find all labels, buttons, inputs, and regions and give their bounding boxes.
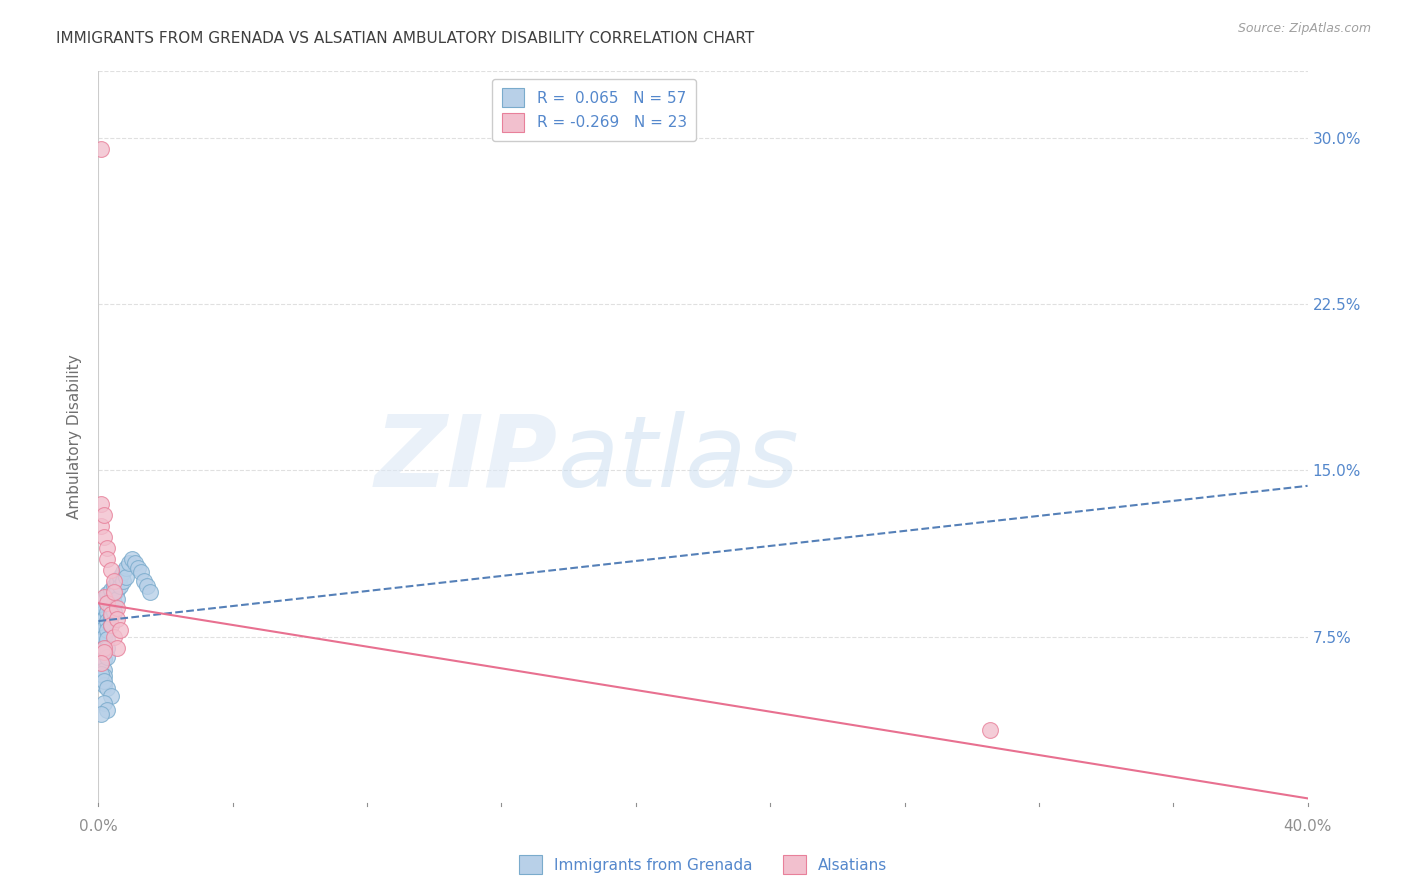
Point bbox=[93, 612, 115, 626]
Point bbox=[114, 570, 136, 584]
Point bbox=[96, 649, 118, 664]
Text: ZIP: ZIP bbox=[375, 410, 558, 508]
Text: 0.0%: 0.0% bbox=[79, 819, 118, 834]
Point bbox=[96, 587, 118, 601]
Point bbox=[103, 630, 125, 644]
Point bbox=[96, 703, 118, 717]
Point bbox=[90, 596, 112, 610]
Point bbox=[96, 541, 118, 555]
Point bbox=[90, 656, 112, 670]
Point bbox=[90, 634, 112, 648]
Point bbox=[96, 632, 118, 646]
Point bbox=[111, 566, 134, 580]
Point bbox=[100, 690, 122, 704]
Point bbox=[111, 574, 134, 589]
Point bbox=[90, 623, 112, 637]
Point bbox=[93, 651, 115, 665]
Point bbox=[103, 578, 125, 592]
Point bbox=[96, 614, 118, 628]
Point bbox=[93, 591, 115, 606]
Point bbox=[93, 508, 115, 522]
Point bbox=[105, 582, 128, 597]
Point bbox=[96, 552, 118, 566]
Point bbox=[90, 142, 112, 156]
Legend: Immigrants from Grenada, Alsatians: Immigrants from Grenada, Alsatians bbox=[513, 849, 893, 880]
Point bbox=[93, 696, 115, 710]
Point bbox=[93, 663, 115, 677]
Point bbox=[93, 640, 115, 655]
Point bbox=[93, 669, 115, 683]
Point bbox=[105, 591, 128, 606]
Point bbox=[100, 600, 122, 615]
Point bbox=[93, 590, 115, 604]
Point bbox=[103, 574, 125, 589]
Point bbox=[121, 552, 143, 566]
Point bbox=[100, 591, 122, 606]
Point bbox=[132, 574, 155, 589]
Point bbox=[90, 645, 112, 659]
Point bbox=[96, 596, 118, 610]
Point bbox=[93, 600, 115, 615]
Point bbox=[90, 656, 112, 670]
Point bbox=[93, 530, 115, 544]
Point bbox=[93, 630, 115, 644]
Y-axis label: Ambulatory Disability: Ambulatory Disability bbox=[66, 355, 82, 519]
Point bbox=[105, 600, 128, 615]
Point bbox=[100, 618, 122, 632]
Text: atlas: atlas bbox=[558, 410, 800, 508]
Point bbox=[90, 518, 112, 533]
Legend: R =  0.065   N = 57, R = -0.269   N = 23: R = 0.065 N = 57, R = -0.269 N = 23 bbox=[492, 79, 696, 141]
Point bbox=[114, 561, 136, 575]
Point bbox=[103, 596, 125, 610]
Point bbox=[105, 640, 128, 655]
Point bbox=[93, 640, 115, 655]
Point bbox=[90, 497, 112, 511]
Point bbox=[135, 578, 157, 592]
Point bbox=[90, 667, 112, 681]
Point bbox=[979, 723, 1001, 737]
Point bbox=[100, 607, 122, 622]
Point bbox=[105, 574, 128, 589]
Point bbox=[90, 607, 112, 622]
Point bbox=[96, 605, 118, 619]
Point bbox=[96, 596, 118, 610]
Point bbox=[96, 623, 118, 637]
Point bbox=[90, 707, 112, 722]
Point bbox=[103, 585, 125, 599]
Point bbox=[93, 621, 115, 635]
Point bbox=[108, 578, 131, 592]
Point bbox=[100, 582, 122, 597]
Point bbox=[124, 557, 146, 571]
Point bbox=[96, 681, 118, 695]
Point bbox=[127, 561, 149, 575]
Text: Source: ZipAtlas.com: Source: ZipAtlas.com bbox=[1237, 22, 1371, 36]
Point bbox=[93, 678, 115, 692]
Point bbox=[103, 587, 125, 601]
Point bbox=[139, 585, 162, 599]
Text: 40.0%: 40.0% bbox=[1284, 819, 1331, 834]
Point bbox=[129, 566, 152, 580]
Point bbox=[108, 623, 131, 637]
Point bbox=[118, 557, 141, 571]
Point bbox=[93, 673, 115, 688]
Point bbox=[100, 563, 122, 577]
Point bbox=[100, 609, 122, 624]
Point bbox=[105, 612, 128, 626]
Point bbox=[108, 570, 131, 584]
Point bbox=[96, 640, 118, 655]
Point bbox=[100, 618, 122, 632]
Point bbox=[93, 645, 115, 659]
Text: IMMIGRANTS FROM GRENADA VS ALSATIAN AMBULATORY DISABILITY CORRELATION CHART: IMMIGRANTS FROM GRENADA VS ALSATIAN AMBU… bbox=[56, 31, 755, 46]
Point bbox=[103, 605, 125, 619]
